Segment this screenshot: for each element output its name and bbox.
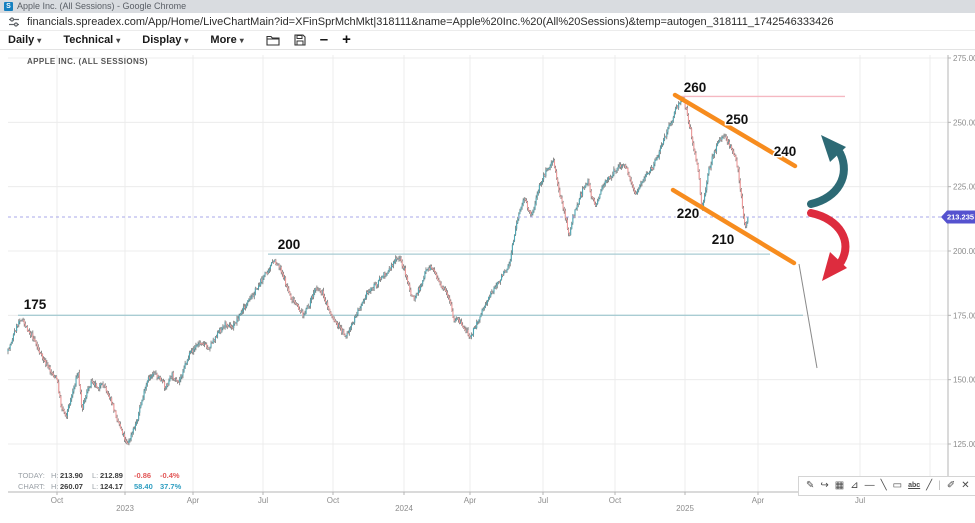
horizontal-line-tool-icon[interactable]: —	[864, 480, 875, 491]
svg-text:213.235: 213.235	[947, 213, 974, 222]
chart-area[interactable]: 260 250 240 220 210 200 175 275.00 250.00 225.00 2…	[0, 49, 975, 523]
x-tick-label: 2024	[395, 504, 413, 513]
y-tick-label: 175.00	[953, 311, 975, 320]
pen-tool-icon[interactable]: ✐	[946, 480, 956, 491]
x-tick-label: Jul	[855, 496, 865, 505]
drawing-toolbar[interactable]: ✎ ↪ ▦ ⊿ — ╲ ▭ abc ╱ | ✐ ✕	[798, 476, 975, 496]
annotation-label-260[interactable]: 260	[682, 79, 708, 97]
window-title: Apple Inc. (All Sessions) - Google Chrom…	[17, 1, 187, 11]
x-tick-label: Apr	[187, 496, 200, 505]
legend-chart: CHART: H: 260.07 L: 124.17 58.40 37.7%	[18, 482, 182, 491]
annotation-label-175[interactable]: 175	[22, 296, 48, 314]
lower-channel-line[interactable]	[670, 187, 797, 266]
svg-text:212.89: 212.89	[100, 471, 123, 480]
svg-text:124.17: 124.17	[100, 482, 123, 491]
x-tick-label: Oct	[51, 496, 64, 505]
open-folder-icon[interactable]	[266, 34, 280, 46]
svg-text:-0.4%: -0.4%	[160, 471, 180, 480]
svg-text:TODAY:: TODAY:	[18, 471, 45, 480]
url-bar[interactable]: financials.spreadex.com/App/Home/LiveCha…	[0, 13, 975, 31]
chevron-down-icon: ▾	[37, 36, 42, 45]
current-price-tag: 213.235	[941, 210, 975, 224]
y-tick-label: 200.00	[953, 247, 975, 256]
url-text[interactable]: financials.spreadex.com/App/Home/LiveCha…	[27, 15, 834, 28]
save-icon[interactable]	[294, 34, 306, 46]
scale-axes-tool-icon[interactable]: ⊿	[850, 480, 859, 491]
x-tick-label: Jul	[258, 496, 268, 505]
menu-display[interactable]: Display ▾	[142, 34, 189, 46]
diagonal-line-tool-icon[interactable]: ╱	[926, 480, 933, 491]
y-tick-label: 125.00	[953, 440, 975, 449]
projection-line[interactable]	[798, 263, 818, 369]
x-tick-label: 2025	[676, 504, 694, 513]
down-candles	[8, 97, 747, 444]
candle-wicks	[7, 96, 749, 446]
x-tick-label: Apr	[752, 496, 765, 505]
svg-text:-0.86: -0.86	[134, 471, 151, 480]
bounce-up-arrow[interactable]	[807, 135, 848, 208]
x-tick-label: Oct	[327, 496, 340, 505]
chevron-down-icon: ▾	[239, 36, 244, 45]
annotation-label-250[interactable]: 250	[724, 111, 750, 129]
menu-technical[interactable]: Technical ▾	[63, 34, 121, 46]
zoom-in-button[interactable]: +	[342, 31, 351, 48]
y-tick-label: 225.00	[953, 183, 975, 192]
upper-channel-line[interactable]	[672, 92, 798, 169]
menu-daily[interactable]: Daily ▾	[8, 34, 42, 46]
svg-text:L:: L:	[92, 482, 98, 491]
spreadex-favicon: S	[4, 2, 13, 11]
x-tick-label: Jul	[538, 496, 548, 505]
svg-text:37.7%: 37.7%	[160, 482, 182, 491]
rectangle-tool-icon[interactable]: ▭	[892, 480, 903, 491]
annotation-label-220[interactable]: 220	[675, 205, 701, 223]
break-down-arrow[interactable]	[807, 209, 850, 281]
y-tick-label: 150.00	[953, 376, 975, 385]
svg-text:260.07: 260.07	[60, 482, 83, 491]
toolbar-divider: |	[938, 480, 941, 491]
text-tool-icon[interactable]: abc	[908, 482, 921, 489]
annotation-label-200[interactable]: 200	[276, 236, 302, 254]
chart-menubar: Daily ▾ Technical ▾ Display ▾ More ▾ – +	[0, 31, 975, 50]
y-tick-label: 275.00	[953, 54, 975, 63]
redo-arrow-tool-icon[interactable]: ↪	[820, 480, 829, 491]
menu-more[interactable]: More ▾	[210, 34, 244, 46]
level-lines[interactable]	[18, 95, 845, 316]
legend-today: TODAY: H: 213.90 L: 212.89 -0.86 -0.4%	[18, 471, 180, 480]
grid-tool-icon[interactable]: ▦	[834, 480, 845, 491]
x-tick-label: 2023	[116, 504, 134, 513]
zoom-out-button[interactable]: –	[319, 31, 329, 48]
annotation-label-210[interactable]: 210	[710, 231, 736, 249]
svg-text:58.40: 58.40	[134, 482, 153, 491]
svg-text:H:: H:	[51, 482, 59, 491]
trend-line-tool-icon[interactable]: ╲	[880, 480, 887, 491]
close-toolbar-icon[interactable]: ✕	[961, 480, 970, 491]
chevron-down-icon: ▾	[184, 36, 189, 45]
marker-small-tool-icon[interactable]: ✎	[806, 480, 815, 491]
chevron-down-icon: ▾	[116, 36, 121, 45]
chart-title: APPLE INC. (ALL SESSIONS)	[27, 57, 148, 66]
y-tick-label: 250.00	[953, 118, 975, 127]
price-chart-canvas[interactable]: 260 250 240 220 210 200 175 275.00 250.00 225.00 2…	[0, 49, 975, 523]
grid	[8, 55, 948, 492]
svg-text:213.90: 213.90	[60, 471, 83, 480]
site-settings-icon[interactable]	[8, 16, 20, 28]
candlestick-series	[7, 96, 749, 446]
svg-text:CHART:: CHART:	[18, 482, 45, 491]
annotation-label-240[interactable]: 240	[772, 143, 798, 161]
svg-text:L:: L:	[92, 471, 98, 480]
up-candles	[7, 97, 749, 444]
window-titlebar: S Apple Inc. (All Sessions) - Google Chr…	[0, 0, 975, 13]
svg-text:H:: H:	[51, 471, 59, 480]
x-tick-label: Oct	[609, 496, 622, 505]
x-tick-label: Apr	[464, 496, 477, 505]
